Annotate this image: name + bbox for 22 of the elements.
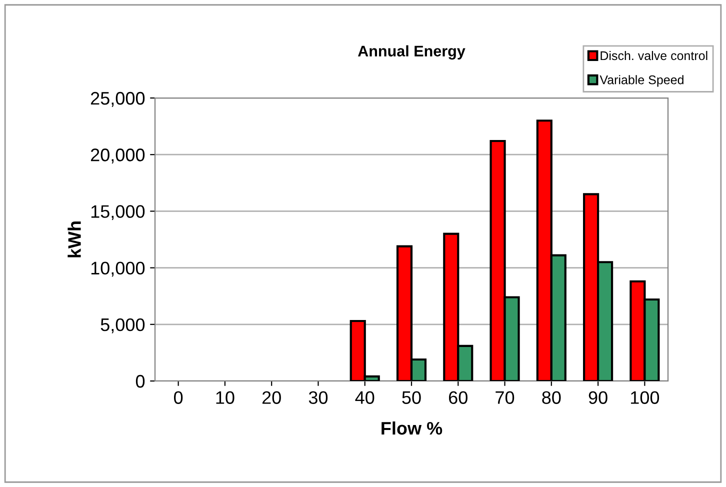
x-tick-label: 100	[631, 391, 660, 404]
x-tick-label: 10	[216, 391, 234, 404]
y-tick-label: 25,000	[90, 92, 145, 107]
x-tick-label: 40	[355, 391, 374, 404]
x-tick-label: 0	[174, 391, 183, 404]
y-tick-label: 20,000	[90, 148, 145, 164]
x-tick-label: 20	[262, 391, 281, 404]
y-axis-title: kWh	[68, 222, 81, 258]
legend-label: Disch. valve control	[600, 50, 708, 60]
x-tick-label: 30	[308, 391, 328, 404]
y-tick-label: 10,000	[91, 262, 145, 277]
x-tick-label: 90	[588, 391, 608, 404]
y-tick-label: 5,000	[100, 318, 145, 334]
x-tick-label: 50	[402, 391, 421, 404]
chart-title: Annual Energy	[358, 45, 466, 60]
legend-label: Variable Speed	[600, 75, 684, 87]
x-tick-label: 60	[449, 391, 468, 404]
y-tick-label: 15,000	[91, 205, 145, 220]
x-axis-title: Flow %	[382, 421, 442, 435]
x-tick-label: 70	[496, 391, 514, 404]
y-tick-label: 0	[136, 374, 145, 388]
x-tick-label: 80	[542, 391, 561, 404]
